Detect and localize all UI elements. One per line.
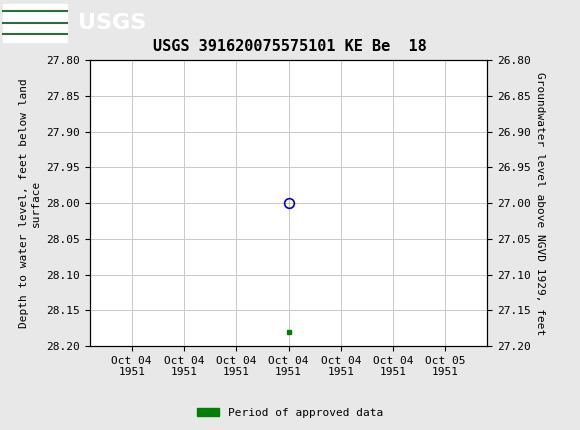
Text: USGS: USGS [78,12,147,33]
Y-axis label: Depth to water level, feet below land
surface: Depth to water level, feet below land su… [19,78,41,328]
Text: USGS 391620075575101 KE Be  18: USGS 391620075575101 KE Be 18 [153,39,427,54]
Legend: Period of approved data: Period of approved data [193,403,387,422]
Bar [3,3,67,42]
Y-axis label: Groundwater level above NGVD 1929, feet: Groundwater level above NGVD 1929, feet [535,71,545,335]
